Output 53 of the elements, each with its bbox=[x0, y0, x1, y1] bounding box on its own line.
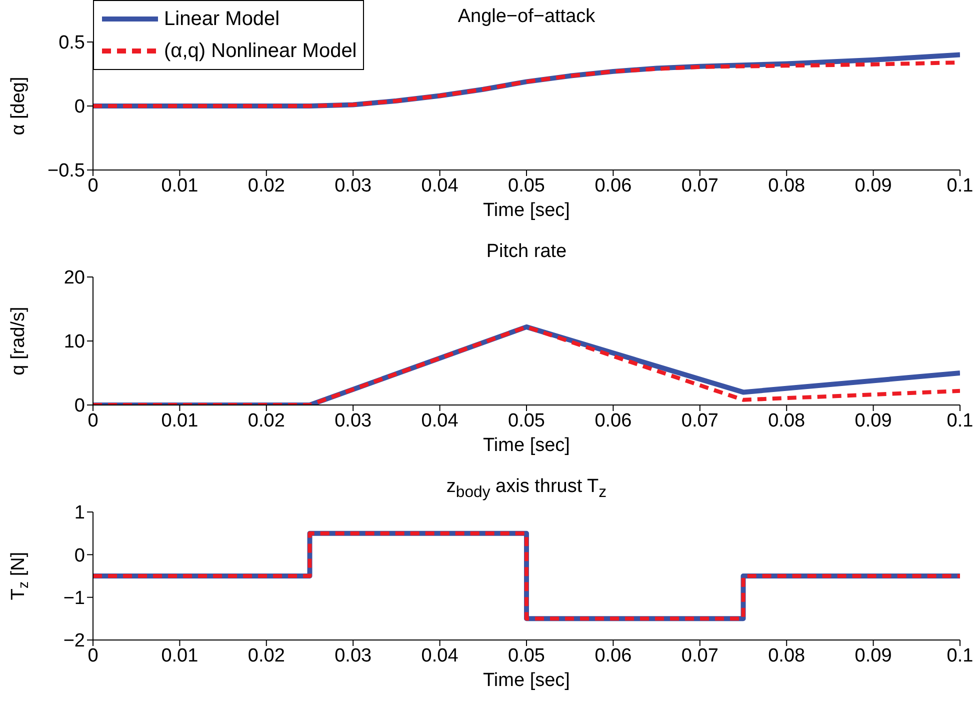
x-tick-label: 0.05 bbox=[508, 175, 545, 196]
y-tick-label: 0.5 bbox=[58, 32, 85, 54]
x-tick-label: 0 bbox=[88, 175, 98, 196]
y-tick-label: 20 bbox=[64, 268, 85, 289]
x-tick-label: 0.03 bbox=[334, 410, 372, 432]
y-tick-label: 0 bbox=[74, 396, 85, 417]
x-tick-label: 0.05 bbox=[508, 410, 545, 432]
x-tick-label: 0.04 bbox=[421, 645, 459, 666]
x-tick-label: 0.02 bbox=[248, 175, 285, 196]
y-tick-label: 0 bbox=[74, 545, 85, 566]
x-tick-label: 0.06 bbox=[594, 645, 632, 666]
x-tick-label: 0.07 bbox=[681, 645, 718, 666]
x-tick-label: 0.04 bbox=[421, 175, 459, 196]
x-tick-label: 0.05 bbox=[508, 645, 545, 666]
y-axis-title: q [rad/s] bbox=[8, 306, 29, 376]
x-tick-label: 0.09 bbox=[854, 410, 892, 432]
y-tick-label: 0 bbox=[74, 96, 85, 118]
x-tick-label: 0.08 bbox=[768, 645, 806, 666]
x-tick-label: 0.07 bbox=[681, 175, 718, 196]
x-tick-label: 0.06 bbox=[594, 175, 632, 196]
x-axis-title: Time [sec] bbox=[483, 200, 570, 221]
y-tick-label: 1 bbox=[74, 502, 85, 524]
x-axis-title: Time [sec] bbox=[483, 670, 570, 691]
x-tick-label: 0.01 bbox=[161, 410, 198, 432]
x-tick-label: 0.03 bbox=[334, 645, 372, 666]
x-tick-label: 0.08 bbox=[768, 175, 806, 196]
y-tick-label: −0.5 bbox=[47, 160, 85, 182]
y-tick-label: 10 bbox=[64, 332, 85, 353]
chart-title: z$_{body}$ axis thrust T$_{z}$ bbox=[445, 476, 608, 502]
x-tick-label: 0.06 bbox=[594, 410, 632, 432]
x-tick-label: 0.09 bbox=[854, 175, 892, 196]
x-tick-label: 0.03 bbox=[334, 175, 372, 196]
x-tick-label: 0 bbox=[88, 410, 98, 432]
x-tick-label: 0.1 bbox=[946, 175, 974, 196]
x-tick-label: 0.1 bbox=[946, 410, 974, 432]
chart-title: Angle−of−attack bbox=[458, 6, 596, 27]
y-axis-title: α [deg] bbox=[8, 76, 29, 136]
x-tick-label: 0.08 bbox=[768, 410, 806, 432]
x-tick-label: 0.02 bbox=[248, 410, 285, 432]
legend-label: (α,q) Nonlinear Model bbox=[164, 40, 357, 62]
x-axis-title: Time [sec] bbox=[483, 435, 570, 456]
x-tick-label: 0.04 bbox=[421, 410, 459, 432]
x-tick-label: 0.07 bbox=[681, 410, 718, 432]
chart-title: Pitch rate bbox=[485, 241, 568, 263]
x-tick-label: 0.02 bbox=[248, 645, 285, 666]
x-tick-label: 0.09 bbox=[854, 645, 892, 666]
x-tick-label: 0.1 bbox=[946, 645, 974, 666]
y-tick-label: −2 bbox=[63, 630, 85, 652]
x-tick-label: 0 bbox=[88, 645, 98, 666]
x-tick-label: 0.01 bbox=[161, 175, 198, 196]
y-tick-label: −1 bbox=[63, 588, 85, 610]
x-tick-label: 0.01 bbox=[161, 645, 198, 666]
legend-label: Linear Model bbox=[164, 8, 280, 30]
